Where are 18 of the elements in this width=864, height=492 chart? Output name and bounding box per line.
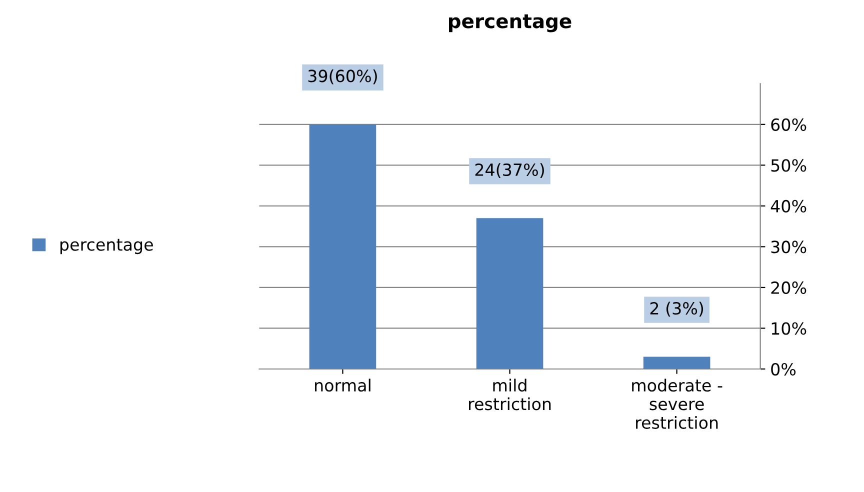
y-tick-label: 0% (771, 362, 796, 376)
legend-label: percentage (60, 238, 153, 254)
y-tick-label: 30% (771, 240, 806, 254)
y-tick-label: 50% (771, 159, 806, 172)
x-tick-label: moderate - severe restriction (632, 378, 722, 429)
data-label: 2 (3%) (650, 302, 704, 317)
bar (476, 218, 544, 369)
y-tick-label: 10% (772, 322, 806, 335)
data-label: 24(37%) (475, 163, 544, 178)
data-label: 39(60%) (308, 69, 377, 84)
x-tick-label: normal (315, 378, 370, 392)
x-tick-label: mild restriction (469, 378, 551, 410)
y-tick-label: 60% (771, 118, 806, 131)
chart-title: percentage (449, 14, 572, 32)
bar (643, 356, 710, 369)
y-tick-label: 40% (770, 200, 806, 213)
y-tick-label: 20% (771, 281, 806, 294)
bar (309, 124, 376, 369)
